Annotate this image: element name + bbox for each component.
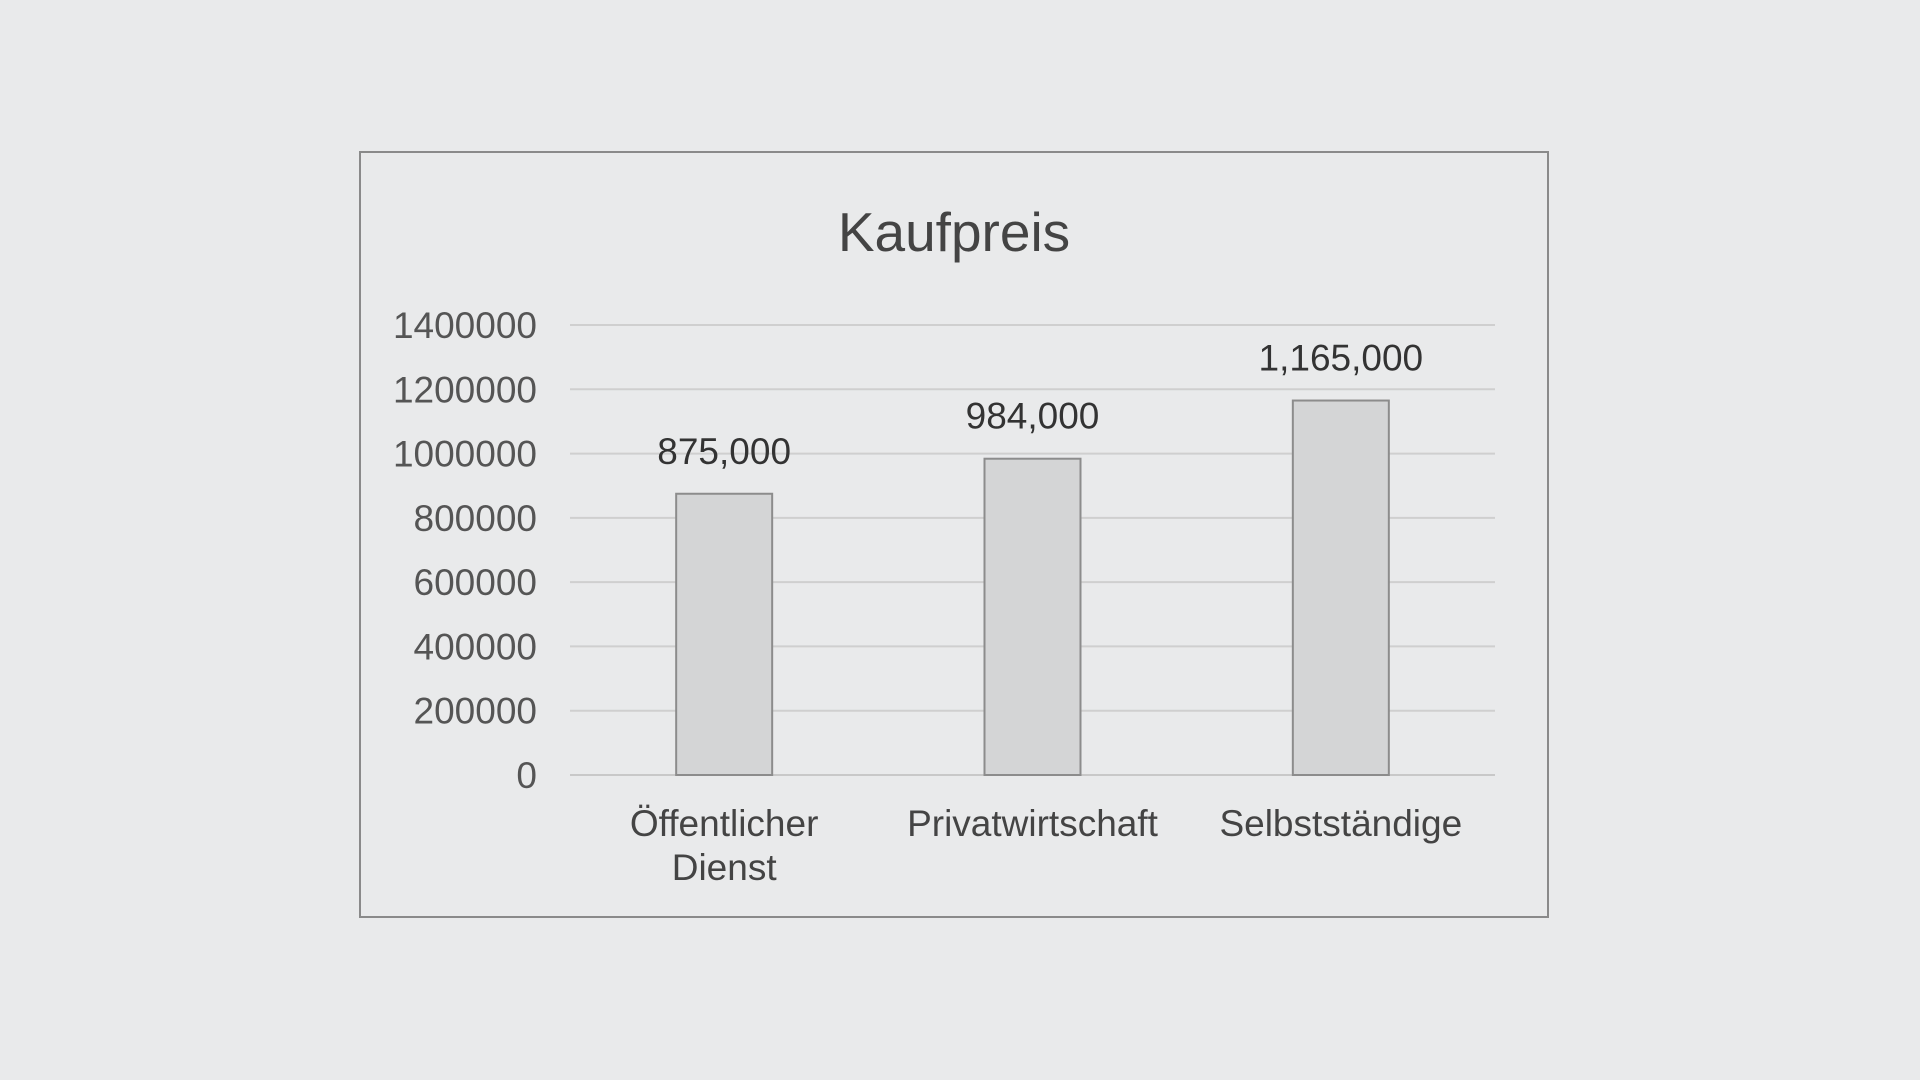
y-tick-label: 400000 [414, 626, 537, 667]
category-label: Selbstständige [1219, 803, 1462, 844]
bar [1291, 399, 1390, 776]
bars [675, 399, 1390, 776]
y-tick-label: 600000 [414, 562, 537, 603]
y-axis-ticks: 0 200000 400000 600000 800000 1000000 1200000 1… [393, 305, 537, 796]
data-label: 984,000 [966, 396, 1100, 437]
category-label: Öffentlicher [630, 803, 819, 844]
y-tick-label: 800000 [414, 498, 537, 539]
category-label: Privatwirtschaft [907, 803, 1159, 844]
y-tick-label: 1000000 [393, 434, 537, 475]
bar [983, 457, 1082, 776]
data-labels: 875,000 984,000 1,165,000 [657, 338, 1423, 472]
y-tick-label: 1400000 [393, 305, 537, 346]
y-tick-label: 0 [516, 755, 537, 796]
y-tick-label: 1200000 [393, 369, 537, 410]
chart-title: Kaufpreis [838, 201, 1070, 263]
y-tick-label: 200000 [414, 691, 537, 732]
data-label: 1,165,000 [1259, 338, 1424, 379]
bar [675, 492, 774, 776]
category-label: Dienst [672, 847, 778, 888]
data-label: 875,000 [657, 431, 791, 472]
